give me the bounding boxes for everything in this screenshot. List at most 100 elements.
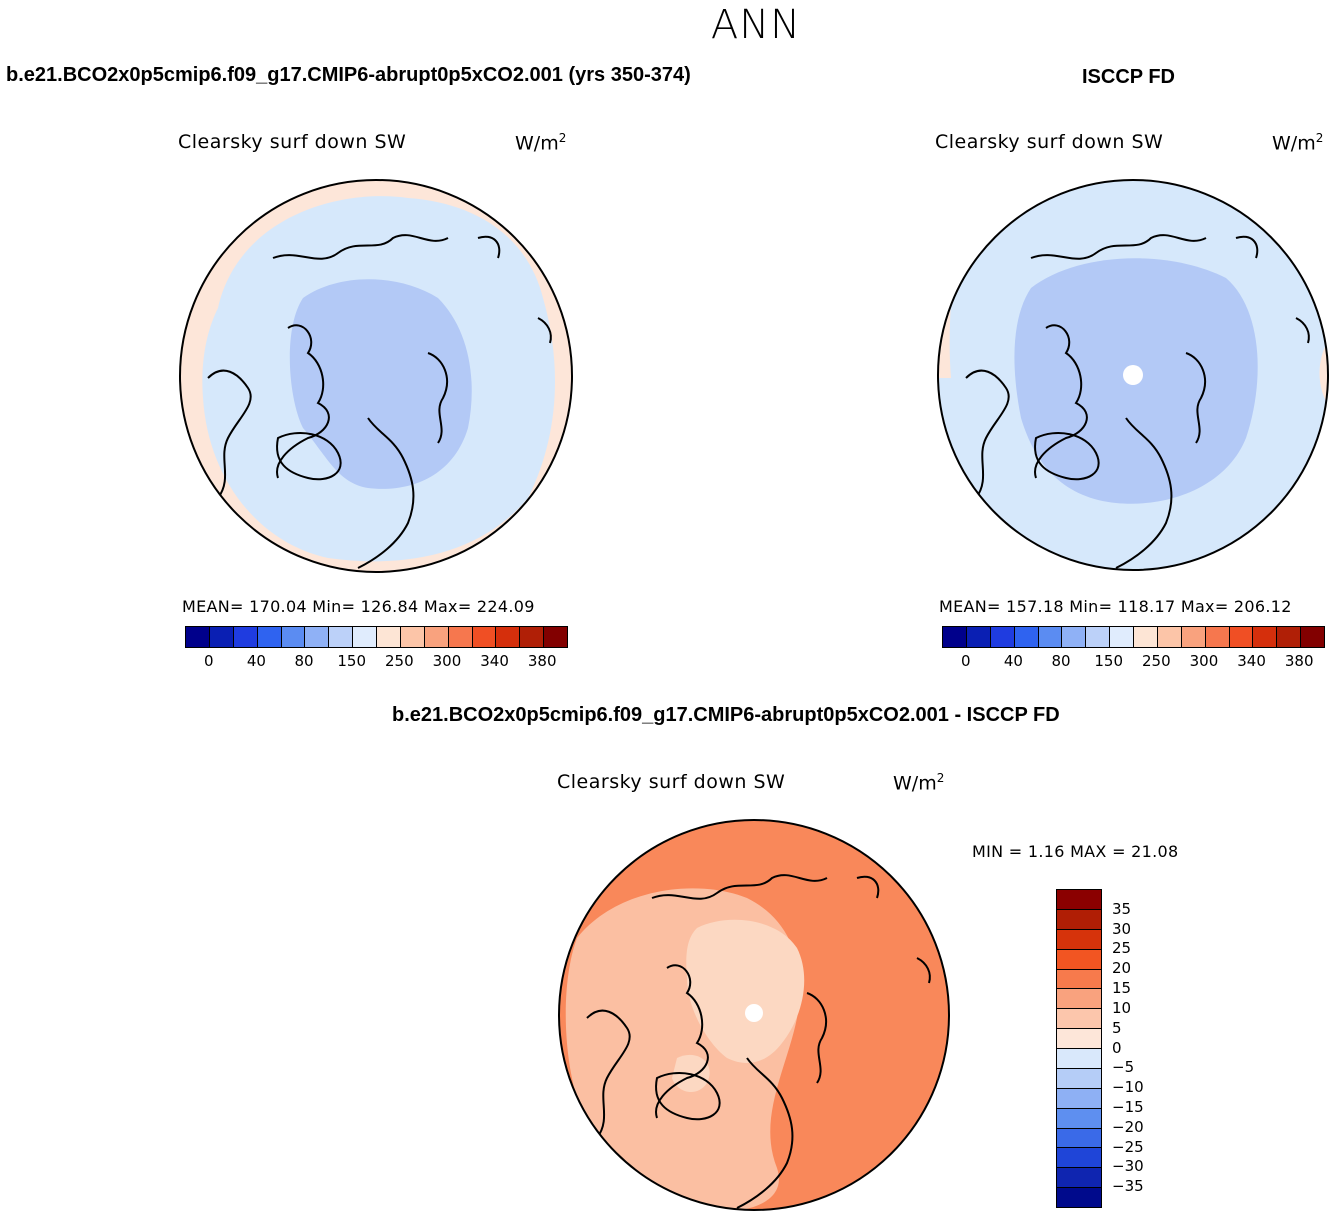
colorbar-swatch xyxy=(233,627,258,647)
diff-minmax: MIN = 1.16 MAX = 21.08 xyxy=(972,842,1179,861)
colorbar-swatch xyxy=(281,627,306,647)
colorbar-tick-label: 40 xyxy=(246,652,266,670)
colorbar-swatch xyxy=(1110,627,1134,647)
colorbar-tick-label: 250 xyxy=(1141,652,1171,670)
colorbar-swatch xyxy=(1057,1029,1101,1049)
colorbar-swatch xyxy=(1086,627,1111,647)
colorbar-swatch xyxy=(1057,1128,1101,1149)
panel1-colorbar-labels: 0 40 80 150 250 300 340 380 xyxy=(185,652,566,672)
colorbar-swatch xyxy=(1057,1009,1101,1030)
diff-map-border xyxy=(558,819,950,1211)
colorbar-swatch xyxy=(966,627,991,647)
colorbar-swatch xyxy=(1062,627,1087,647)
colorbar-swatch xyxy=(329,627,354,647)
colorbar-tick-label: −30 xyxy=(1112,1157,1144,1176)
colorbar-tick-label: 15 xyxy=(1112,979,1132,998)
colorbar-tick-label: 80 xyxy=(1051,652,1071,670)
colorbar-swatch xyxy=(257,627,282,647)
panel1-coastlines xyxy=(207,234,552,569)
colorbar-swatch xyxy=(1057,1049,1101,1069)
colorbar-tick-label: −10 xyxy=(1112,1078,1144,1097)
page-title: ANN xyxy=(710,2,802,48)
colorbar-tick-label: −35 xyxy=(1112,1177,1144,1196)
colorbar-swatch xyxy=(1057,969,1101,990)
colorbar-tick-label: 35 xyxy=(1112,899,1132,918)
panel1-colorbar xyxy=(185,626,568,648)
colorbar-swatch xyxy=(400,627,425,647)
diff-variable-label: Clearsky surf down SW xyxy=(557,771,786,793)
colorbar-tick-label: 340 xyxy=(480,652,509,670)
colorbar-tick-label: 0 xyxy=(204,652,214,670)
colorbar-swatch xyxy=(305,627,330,647)
colorbar-tick-label: −25 xyxy=(1112,1137,1144,1156)
colorbar-tick-label: 20 xyxy=(1112,959,1132,978)
panel2-colorbar xyxy=(942,626,1325,648)
diff-colorbar-labels: 35 30 25 20 15 10 5 0 −5 −10 −15 −20 −25 −30 −35 xyxy=(1112,889,1172,1206)
panel2-case-title: ISCCP FD xyxy=(1082,66,1175,88)
colorbar-tick-label: 10 xyxy=(1112,998,1132,1017)
colorbar-swatch xyxy=(1277,627,1302,647)
colorbar-tick-label: 380 xyxy=(1284,652,1314,670)
colorbar-tick-label: −20 xyxy=(1112,1117,1144,1136)
colorbar-swatch xyxy=(544,627,567,647)
colorbar-tick-label: 340 xyxy=(1237,652,1266,670)
colorbar-swatch xyxy=(1253,627,1278,647)
colorbar-tick-label: 150 xyxy=(337,652,367,670)
colorbar-swatch xyxy=(1205,627,1230,647)
colorbar-swatch xyxy=(1057,1148,1101,1169)
colorbar-tick-label: 300 xyxy=(432,652,462,670)
colorbar-tick-label: 40 xyxy=(1003,652,1023,670)
colorbar-tick-label: 5 xyxy=(1112,1018,1122,1037)
colorbar-swatch xyxy=(1057,1108,1101,1129)
diff-pole-hole xyxy=(745,1004,763,1022)
colorbar-swatch xyxy=(448,627,473,647)
colorbar-swatch xyxy=(1057,909,1101,930)
panel1-units: W/m2 xyxy=(515,131,567,155)
colorbar-swatch xyxy=(943,627,967,647)
panel2-polar-map xyxy=(937,179,1329,571)
panel2-variable-label: Clearsky surf down SW xyxy=(935,131,1164,153)
colorbar-swatch xyxy=(1301,627,1324,647)
diff-colorbar xyxy=(1056,889,1102,1208)
colorbar-swatch xyxy=(1057,949,1101,970)
colorbar-swatch xyxy=(1134,627,1158,647)
colorbar-tick-label: 380 xyxy=(527,652,557,670)
panel2-coastlines xyxy=(965,234,1310,569)
colorbar-tick-label: 80 xyxy=(294,652,314,670)
colorbar-swatch xyxy=(1229,627,1254,647)
colorbar-swatch xyxy=(990,627,1015,647)
colorbar-swatch xyxy=(1038,627,1063,647)
panel1-map-border xyxy=(179,179,573,573)
colorbar-swatch xyxy=(1157,627,1182,647)
colorbar-swatch xyxy=(1057,989,1101,1010)
colorbar-swatch xyxy=(520,627,545,647)
colorbar-tick-label: 300 xyxy=(1189,652,1219,670)
colorbar-swatch xyxy=(1057,890,1101,910)
colorbar-swatch xyxy=(1014,627,1039,647)
diff-polar-map xyxy=(558,819,950,1211)
colorbar-swatch xyxy=(1057,1068,1101,1089)
colorbar-swatch xyxy=(424,627,449,647)
colorbar-swatch xyxy=(209,627,234,647)
panel2-units: W/m2 xyxy=(1272,131,1324,155)
diff-coastlines xyxy=(586,874,931,1209)
colorbar-tick-label: 30 xyxy=(1112,919,1132,938)
colorbar-swatch xyxy=(1057,929,1101,950)
colorbar-swatch xyxy=(1057,1188,1101,1207)
colorbar-swatch xyxy=(472,627,497,647)
colorbar-swatch xyxy=(186,627,210,647)
panel1-polar-map xyxy=(179,179,573,573)
panel1-case-title: b.e21.BCO2x0p5cmip6.f09_g17.CMIP6-abrupt… xyxy=(6,64,691,86)
colorbar-swatch xyxy=(1057,1088,1101,1109)
colorbar-tick-label: −5 xyxy=(1112,1058,1135,1077)
panel2-pole-hole xyxy=(1123,365,1143,385)
colorbar-tick-label: −15 xyxy=(1112,1097,1144,1116)
diff-units: W/m2 xyxy=(893,771,945,795)
colorbar-tick-label: 0 xyxy=(1112,1038,1122,1057)
diff-lighter-region xyxy=(686,919,805,1063)
colorbar-swatch xyxy=(353,627,377,647)
colorbar-swatch xyxy=(1181,627,1206,647)
panel2-map-border xyxy=(937,179,1329,571)
panel1-variable-label: Clearsky surf down SW xyxy=(178,131,407,153)
panel1-inner-region xyxy=(289,279,472,489)
